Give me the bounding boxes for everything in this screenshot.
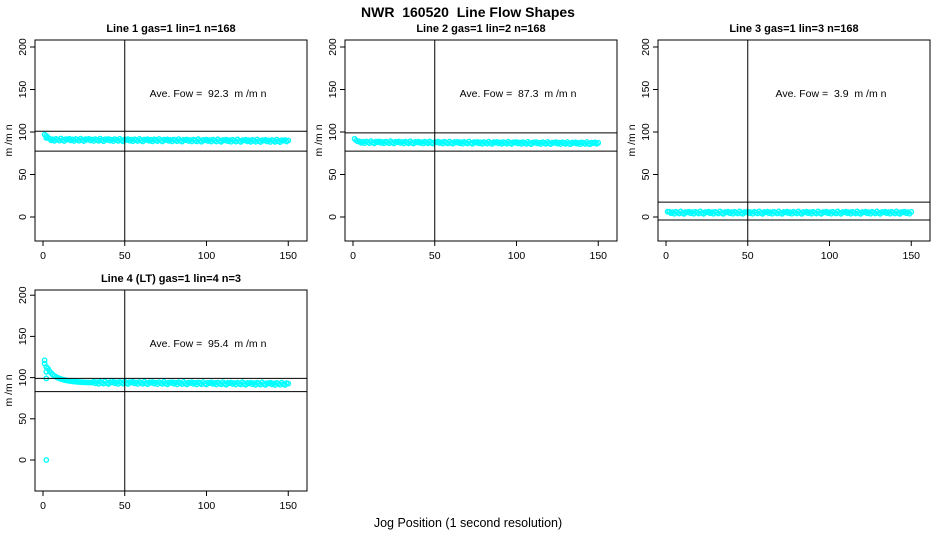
subplot-title: Line 4 (LT) gas=1 lin=4 n=3	[101, 273, 241, 285]
svg-text:200: 200	[327, 38, 339, 56]
y-axis-ticks: 0 50 100 150 200	[17, 286, 35, 463]
svg-text:100: 100	[327, 123, 339, 141]
svg-text:50: 50	[742, 250, 754, 262]
subplot-title: Line 3 gas=1 lin=3 n=168	[729, 23, 858, 35]
x-axis-ticks: 0 50 100 150	[40, 241, 297, 262]
x-axis-label: Jog Position (1 second resolution)	[373, 516, 563, 530]
svg-text:0: 0	[327, 214, 339, 220]
subplot-2: 0 50 100 150 0 50 100 150 200 m /m n Line 2 gas=1 …	[313, 23, 618, 262]
x-axis-ticks: 0 50 100 150	[40, 491, 297, 512]
plot-frame	[657, 39, 931, 242]
svg-text:0: 0	[640, 214, 652, 220]
plot-frame	[34, 39, 308, 242]
svg-text:100: 100	[508, 250, 526, 262]
svg-text:0: 0	[350, 250, 356, 262]
svg-text:150: 150	[17, 327, 29, 345]
plot-frame	[344, 39, 618, 242]
svg-text:50: 50	[17, 169, 29, 181]
svg-text:0: 0	[40, 500, 46, 512]
svg-text:50: 50	[640, 169, 652, 181]
svg-text:100: 100	[821, 250, 839, 262]
y-axis-title: m /m n	[313, 124, 325, 156]
svg-text:100: 100	[198, 250, 216, 262]
annotation-text: Ave. Fow = 87.3 m /m n	[460, 88, 577, 100]
y-axis-ticks: 0 50 100 150 200	[17, 38, 35, 220]
data-points	[41, 357, 292, 463]
svg-text:0: 0	[17, 214, 29, 220]
y-axis-title: m /m n	[626, 124, 638, 156]
x-axis-ticks: 0 50 100 150	[663, 241, 920, 262]
plot-frame	[34, 289, 308, 492]
svg-text:150: 150	[279, 250, 297, 262]
svg-text:150: 150	[589, 250, 607, 262]
x-axis-ticks: 0 50 100 150	[350, 241, 607, 262]
y-axis-ticks: 0 50 100 150 200	[640, 38, 658, 220]
svg-text:50: 50	[119, 500, 131, 512]
annotation-text: Ave. Fow = 95.4 m /m n	[150, 338, 267, 350]
svg-text:50: 50	[119, 250, 131, 262]
svg-text:150: 150	[279, 500, 297, 512]
y-axis-ticks: 0 50 100 150 200	[327, 38, 345, 220]
svg-text:0: 0	[40, 250, 46, 262]
y-axis-title: m /m n	[3, 374, 15, 406]
svg-text:100: 100	[17, 123, 29, 141]
svg-text:0: 0	[17, 457, 29, 463]
svg-text:150: 150	[327, 81, 339, 99]
subplot-title: Line 1 gas=1 lin=1 n=168	[106, 23, 235, 35]
subplot-4: 0 50 100 150 0 50 100 150 200 m /m n Line 4 (LT) g…	[3, 273, 308, 512]
svg-text:200: 200	[17, 38, 29, 56]
subplot-3: 0 50 100 150 0 50 100 150 200 m /m n Line 3 gas=1 …	[626, 23, 931, 262]
subplot-title: Line 2 gas=1 lin=2 n=168	[416, 23, 545, 35]
svg-text:100: 100	[640, 123, 652, 141]
svg-text:0: 0	[663, 250, 669, 262]
svg-text:200: 200	[17, 286, 29, 304]
svg-text:150: 150	[640, 81, 652, 99]
annotation-text: Ave. Fow = 92.3 m /m n	[150, 88, 267, 100]
svg-text:150: 150	[17, 81, 29, 99]
data-points	[664, 208, 915, 217]
svg-text:50: 50	[327, 169, 339, 181]
data-points	[351, 135, 602, 148]
subplot-1: 0 50 100 150 0 50 100 150 200 m /m n Line 1 gas=1 …	[3, 23, 308, 262]
svg-text:200: 200	[640, 38, 652, 56]
svg-text:50: 50	[429, 250, 441, 262]
svg-text:100: 100	[198, 500, 216, 512]
annotation-text: Ave. Fow = 3.9 m /m n	[776, 88, 887, 100]
svg-text:150: 150	[902, 250, 920, 262]
y-axis-title: m /m n	[3, 124, 15, 156]
svg-text:50: 50	[17, 413, 29, 425]
svg-text:100: 100	[17, 369, 29, 387]
figure-title: NWR 160520 Line Flow Shapes	[361, 4, 575, 20]
data-points	[41, 131, 292, 146]
